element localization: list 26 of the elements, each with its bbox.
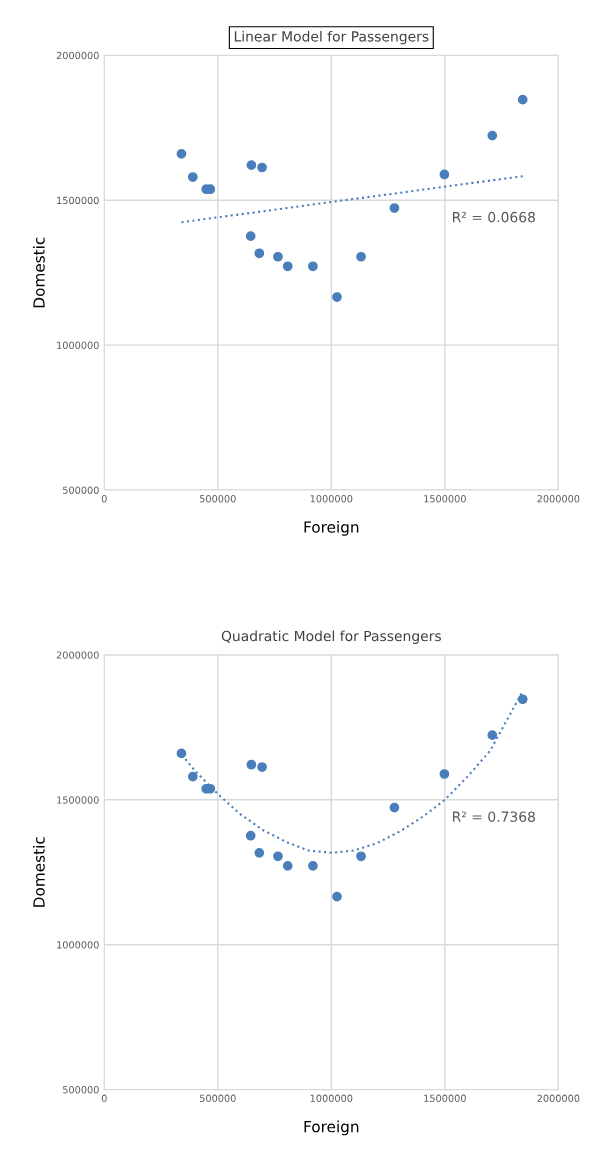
x-tick-label: 1000000 [310, 495, 353, 503]
y-tick-label: 1500000 [57, 796, 99, 804]
x-tick-label: 1500000 [424, 495, 466, 503]
x-axis-title: Foreign [304, 1120, 359, 1136]
chart-title: Linear Model for Passengers [234, 30, 429, 45]
x-tick-label: 500000 [199, 495, 236, 503]
y-tick-label: 1000000 [57, 941, 99, 949]
y-tick-label: 500000 [63, 486, 99, 494]
y-tick-label: 500000 [63, 1086, 99, 1094]
y-tick-label: 2000000 [56, 51, 99, 60]
x-tick-label: 0 [101, 1094, 107, 1102]
x-tick-label: 1500000 [424, 1094, 466, 1102]
x-tick-label: 2000000 [537, 495, 580, 503]
annotation: R² = 0.0668 [453, 211, 535, 223]
x-tick-label: 1000000 [310, 1094, 353, 1102]
x-tick-label: 2000000 [537, 1094, 580, 1102]
y-axis-title: Domestic [32, 237, 45, 308]
chart-title: Quadratic Model for Passengers [221, 630, 441, 644]
y-tick-label: 1000000 [57, 341, 99, 349]
x-tick-label: 0 [101, 495, 107, 503]
annotation: R² = 0.7368 [453, 811, 535, 822]
y-axis-title: Domestic [32, 837, 45, 907]
x-axis-title: Foreign [304, 520, 359, 536]
y-tick-label: 1500000 [57, 196, 99, 205]
y-tick-label: 2000000 [56, 651, 99, 659]
x-tick-label: 500000 [199, 1094, 236, 1102]
